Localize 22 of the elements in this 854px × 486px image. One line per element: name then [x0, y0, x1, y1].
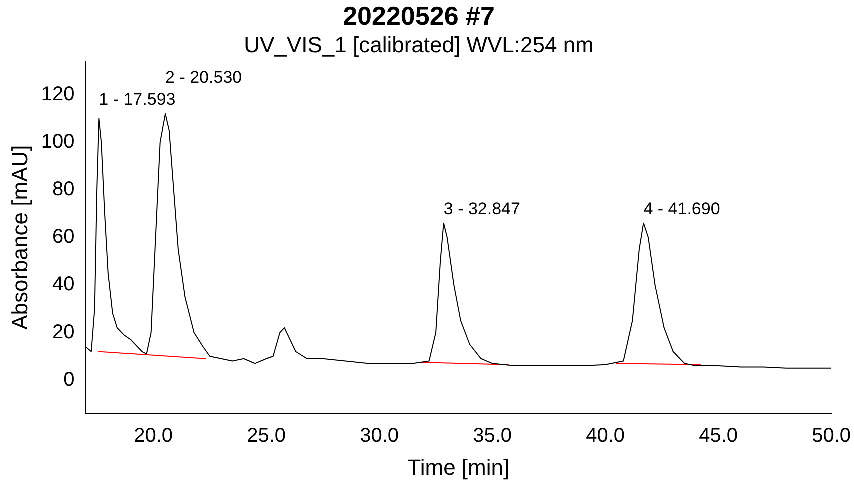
- y-tick-label: 40: [52, 274, 75, 296]
- y-tick-label: 100: [41, 130, 75, 153]
- y-axis-title: Absorbance [mAU]: [7, 145, 32, 330]
- chart-subtitle: UV_VIS_1 [calibrated] WVL:254 nm: [244, 32, 594, 58]
- x-tick-label: 40.0: [586, 425, 626, 448]
- x-tick-label: 20.0: [134, 425, 174, 448]
- y-tick-label: 60: [52, 226, 75, 248]
- x-tick-label: 50.0: [812, 425, 852, 448]
- x-tick-label: 45.0: [699, 425, 738, 448]
- y-tick-label: 120: [41, 83, 75, 106]
- x-tick-label: 25.0: [247, 425, 286, 448]
- x-tick-label: 35.0: [473, 425, 512, 448]
- chart-title: 20220526 #7: [343, 0, 495, 31]
- y-tick-label: 80: [52, 178, 75, 201]
- annotation: 1 - 17.593: [99, 90, 176, 110]
- annotation: 2 - 20.530: [166, 68, 242, 88]
- y-tick-label: 0: [64, 368, 75, 391]
- y-tick-label: 20: [52, 321, 75, 344]
- x-tick-label: 30.0: [360, 425, 400, 448]
- annotation: 3 - 32.847: [444, 200, 520, 219]
- x-axis-title: Time [min]: [408, 454, 510, 480]
- annotation: 4 - 41.690: [644, 200, 720, 219]
